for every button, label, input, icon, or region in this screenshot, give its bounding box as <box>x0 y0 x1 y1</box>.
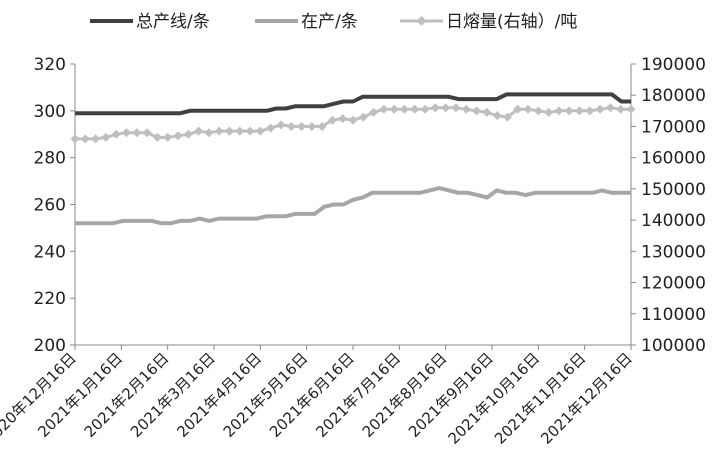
series-point-2 <box>441 103 451 113</box>
y-right-tick-label: 110000 <box>641 305 706 325</box>
series-point-2 <box>235 126 245 136</box>
series-line-0 <box>75 92 631 116</box>
series-point-2 <box>214 126 224 136</box>
series-point-2 <box>369 107 379 117</box>
series-point-2 <box>399 104 409 114</box>
y-left-tick-label: 220 <box>34 289 66 309</box>
series-point-2 <box>492 111 502 121</box>
series-point-2 <box>472 106 482 116</box>
y-right-tick-label: 170000 <box>641 117 706 137</box>
series-point-2 <box>142 128 152 138</box>
series-point-2 <box>245 126 255 136</box>
x-tick-label: 2021年4月16日 <box>173 349 265 441</box>
series-point-2 <box>80 134 90 144</box>
x-tick-label: 2021年8月16日 <box>359 349 451 441</box>
series-point-2 <box>379 104 389 114</box>
x-tick-label: 2021年5月16日 <box>220 349 312 441</box>
legend: 总产线/条 在产/条 日熔量(右轴）/吨 <box>90 12 577 32</box>
y-right-tick-label: 190000 <box>641 55 706 75</box>
series-point-2 <box>255 126 265 136</box>
series-point-2 <box>286 121 296 131</box>
y-left-tick-label: 280 <box>34 149 66 169</box>
x-tick-label: 2021年6月16日 <box>266 349 358 441</box>
series-point-2 <box>482 107 492 117</box>
series-point-2 <box>595 104 605 114</box>
series-point-2 <box>194 126 204 136</box>
legend-marker-daily-melt <box>416 16 427 26</box>
y-right-tick-label: 150000 <box>641 180 706 200</box>
series-point-2 <box>183 129 193 139</box>
series-point-2 <box>358 112 368 122</box>
series-point-2 <box>224 126 234 136</box>
legend-label-total-lines: 总产线/条 <box>136 12 210 32</box>
series-line-1 <box>75 186 631 226</box>
series-point-2 <box>173 131 183 141</box>
y-right-tick-label: 160000 <box>641 149 706 169</box>
series-point-2 <box>533 106 543 116</box>
x-tick-label: 2021年9月16日 <box>405 349 497 441</box>
series-point-2 <box>626 104 636 114</box>
y-left-tick-label: 200 <box>34 336 66 356</box>
x-tick-label: 2021年2月16日 <box>81 349 173 441</box>
series-point-2 <box>297 121 307 131</box>
series-point-2 <box>389 104 399 114</box>
series-point-2 <box>410 104 420 114</box>
series-point-2 <box>276 120 286 130</box>
series-point-2 <box>348 115 358 125</box>
series-point-2 <box>430 103 440 113</box>
series-point-2 <box>91 134 101 144</box>
legend-label-daily-melt: 日熔量(右轴）/吨 <box>446 12 577 32</box>
series-point-2 <box>513 104 523 114</box>
series-point-2 <box>327 115 337 125</box>
series-point-2 <box>307 121 317 131</box>
series-point-2 <box>544 107 554 117</box>
y-right-tick-label: 140000 <box>641 211 706 231</box>
y-right-tick-label: 100000 <box>641 336 706 356</box>
x-tick-label: 2021年7月16日 <box>312 349 404 441</box>
x-tick-label: 2021年1月16日 <box>34 349 126 441</box>
series-point-2 <box>111 129 121 139</box>
series-point-2 <box>121 128 131 138</box>
series-point-2 <box>564 106 574 116</box>
series-point-2 <box>554 106 564 116</box>
series-point-2 <box>152 132 162 142</box>
y-left-tick-label: 240 <box>34 242 66 262</box>
series-point-2 <box>338 114 348 124</box>
plot-area: 200 220 240 260 280 300 320 100000 110000 120000 1… <box>0 55 706 448</box>
series-point-2 <box>616 104 626 114</box>
legend-label-in-production: 在产/条 <box>301 12 358 32</box>
series-point-2 <box>204 128 214 138</box>
y-left-tick-label: 260 <box>34 196 66 216</box>
series-point-2 <box>605 103 615 113</box>
y-right-tick-label: 130000 <box>641 242 706 262</box>
y-right-tick-label: 120000 <box>641 274 706 294</box>
series-point-2 <box>266 123 276 133</box>
series-point-2 <box>585 106 595 116</box>
y-right-tick-label: 180000 <box>641 86 706 106</box>
series-point-2 <box>420 104 430 114</box>
series-point-2 <box>317 121 327 131</box>
series-point-2 <box>451 103 461 113</box>
series-point-2 <box>101 132 111 142</box>
series-point-2 <box>163 132 173 142</box>
series-point-2 <box>70 134 80 144</box>
y-left-tick-label: 300 <box>34 102 66 122</box>
series-point-2 <box>132 128 142 138</box>
series-point-2 <box>502 112 512 122</box>
x-tick-label: 2021年3月16日 <box>127 349 219 441</box>
series-point-2 <box>523 104 533 114</box>
series-point-2 <box>575 106 585 116</box>
y-left-tick-label: 320 <box>34 55 66 75</box>
series-point-2 <box>461 104 471 114</box>
